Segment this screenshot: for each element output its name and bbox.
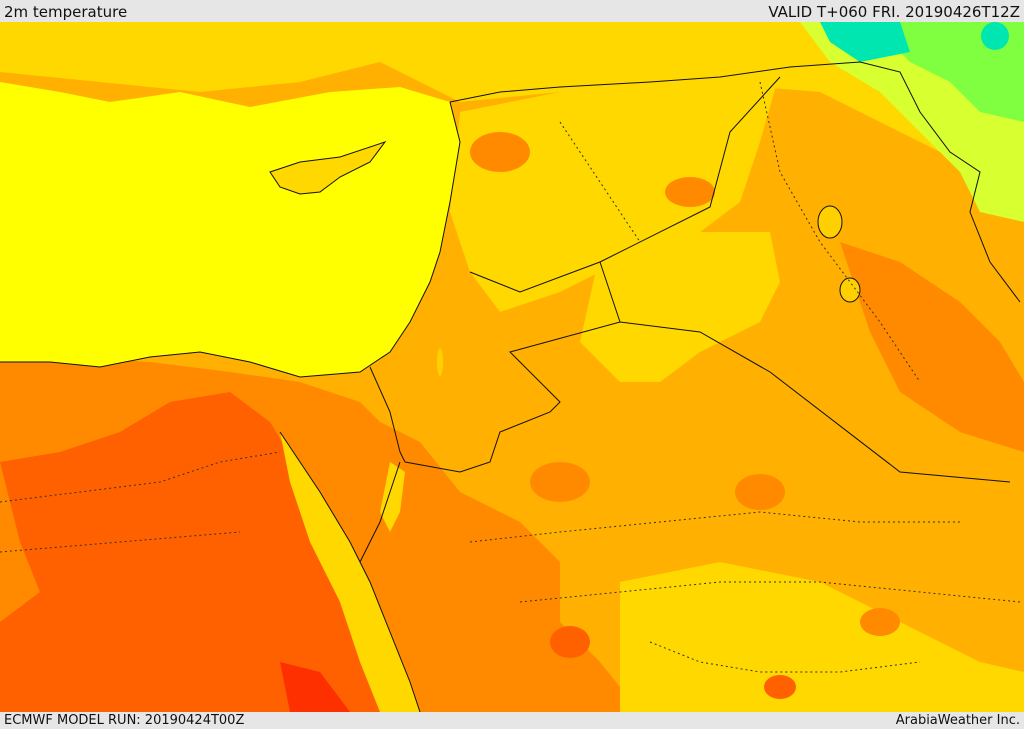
model-run: ECMWF MODEL RUN: 20190424T00Z	[4, 713, 245, 728]
lake-razzaza	[839, 277, 861, 303]
heat-zone-nile	[280, 662, 350, 712]
heat-zone-egypt-core	[0, 392, 380, 712]
mild-zone-south	[620, 562, 1024, 712]
valid-time: VALID T+060 FRI. 20190426T12Z	[768, 3, 1020, 21]
lake-tharthar	[817, 205, 843, 239]
header-bar: 2m temperature VALID T+060 FRI. 20190426…	[0, 0, 1024, 22]
mild-zone-iraq	[580, 232, 780, 382]
cooler-zone-north	[870, 22, 1024, 122]
sea-gulf-suez	[280, 432, 420, 712]
cool-zone-turkey	[0, 22, 1024, 162]
heat-patches	[470, 132, 980, 636]
internal-borders	[0, 81, 1021, 673]
sea-gulf-aqaba	[380, 462, 405, 532]
sea-mediterranean	[0, 82, 460, 377]
map-canvas	[0, 22, 1024, 712]
temperature-map[interactable]	[0, 22, 1024, 712]
credit-text: ArabiaWeather Inc.	[895, 713, 1020, 728]
heat-patches-hot	[80, 482, 796, 699]
coldest-spot	[981, 22, 1009, 50]
borders	[0, 61, 1021, 712]
map-title: 2m temperature	[4, 3, 128, 21]
mild-zone-syria	[450, 72, 780, 312]
cyprus-island	[269, 141, 387, 195]
footer-bar: ECMWF MODEL RUN: 20190424T00Z ArabiaWeat…	[0, 712, 1024, 729]
lake-dead-sea	[437, 348, 443, 376]
coldest-zone-north	[820, 22, 910, 62]
